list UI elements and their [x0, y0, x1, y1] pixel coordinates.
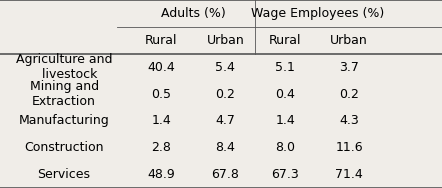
- Text: 8.0: 8.0: [275, 141, 295, 154]
- Text: 2.8: 2.8: [152, 141, 171, 154]
- Text: 3.7: 3.7: [339, 61, 359, 74]
- Text: 1.4: 1.4: [152, 114, 171, 127]
- Text: Agriculture and
   livestock: Agriculture and livestock: [16, 53, 112, 81]
- Text: 0.5: 0.5: [151, 87, 171, 101]
- Text: Urban: Urban: [206, 34, 244, 47]
- Text: Construction: Construction: [24, 141, 104, 154]
- Text: 4.7: 4.7: [216, 114, 235, 127]
- Text: Manufacturing: Manufacturing: [19, 114, 110, 127]
- Text: Services: Services: [38, 168, 91, 181]
- Text: 67.8: 67.8: [211, 168, 240, 181]
- Text: 4.3: 4.3: [339, 114, 359, 127]
- Text: 67.3: 67.3: [271, 168, 299, 181]
- Text: Wage Employees (%): Wage Employees (%): [251, 7, 384, 20]
- Text: 1.4: 1.4: [275, 114, 295, 127]
- Text: Rural: Rural: [145, 34, 178, 47]
- Text: Rural: Rural: [269, 34, 301, 47]
- Text: 48.9: 48.9: [148, 168, 175, 181]
- Text: 5.1: 5.1: [275, 61, 295, 74]
- Text: 5.4: 5.4: [216, 61, 235, 74]
- Text: 8.4: 8.4: [216, 141, 235, 154]
- Text: Urban: Urban: [330, 34, 368, 47]
- Text: Adults (%): Adults (%): [161, 7, 226, 20]
- Text: 71.4: 71.4: [335, 168, 363, 181]
- Text: 40.4: 40.4: [148, 61, 175, 74]
- Text: 0.2: 0.2: [216, 87, 235, 101]
- Text: 11.6: 11.6: [335, 141, 363, 154]
- Text: 0.4: 0.4: [275, 87, 295, 101]
- Text: Mining and
Extraction: Mining and Extraction: [30, 80, 99, 108]
- Text: 0.2: 0.2: [339, 87, 359, 101]
